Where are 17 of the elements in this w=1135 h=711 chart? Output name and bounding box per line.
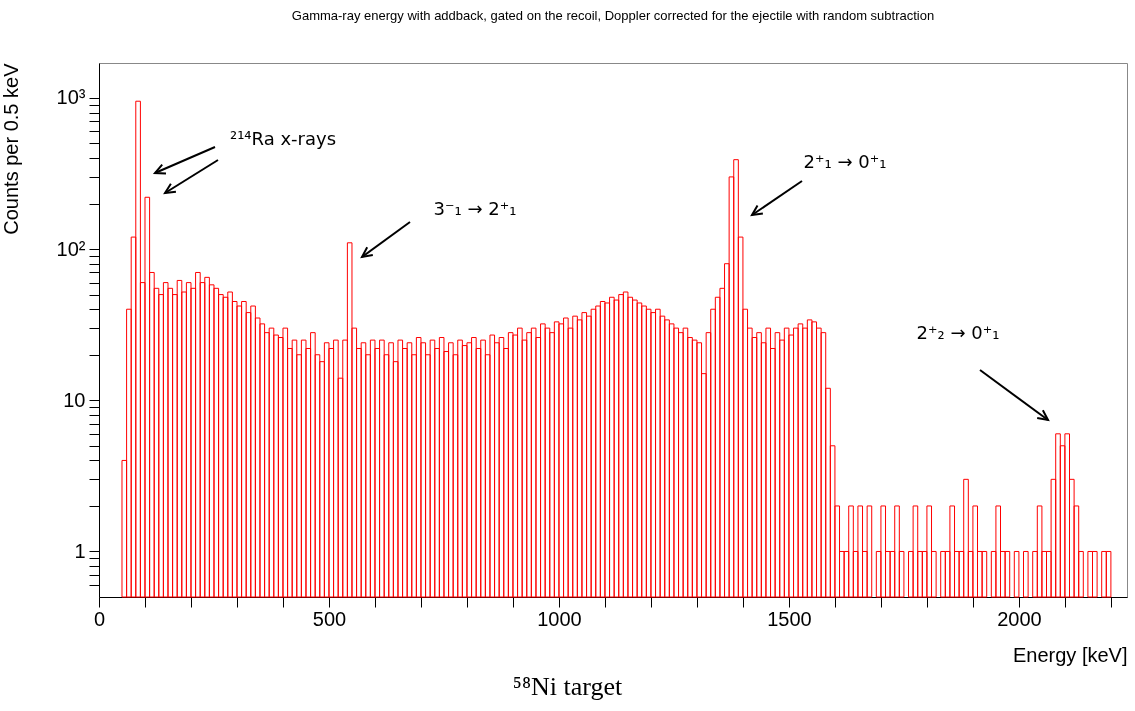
annotation: 2⁺₁ → 0⁺₁ bbox=[803, 151, 887, 172]
x-tick-label: 2000 bbox=[997, 607, 1042, 630]
x-tick-label: 0 bbox=[93, 607, 106, 630]
annotation: 3⁻₁ → 2⁺₁ bbox=[433, 198, 517, 219]
x-tick-label: 1000 bbox=[537, 607, 582, 630]
y-tick-label: 10² bbox=[56, 237, 86, 260]
y-axis-title: Counts per 0.5 keV bbox=[0, 62, 22, 235]
annotation: ²¹⁴Ra x-rays bbox=[229, 128, 337, 149]
x-tick-label: 1500 bbox=[767, 607, 812, 630]
x-tick-label: 500 bbox=[312, 607, 347, 630]
chart-title: Gamma-ray energy with addback, gated on the recoil, Doppler corrected for the ejectile with random subtraction bbox=[291, 8, 935, 23]
y-tick-label: 10 bbox=[63, 388, 86, 411]
text: ⁵⁸Ni target bbox=[511, 672, 624, 702]
x-axis-title: Energy [keV] bbox=[1012, 643, 1128, 666]
y-tick-label: 10³ bbox=[56, 86, 86, 109]
y-tick-label: 1 bbox=[74, 539, 86, 562]
annotation: 2⁺₂ → 0⁺₁ bbox=[916, 322, 1000, 343]
